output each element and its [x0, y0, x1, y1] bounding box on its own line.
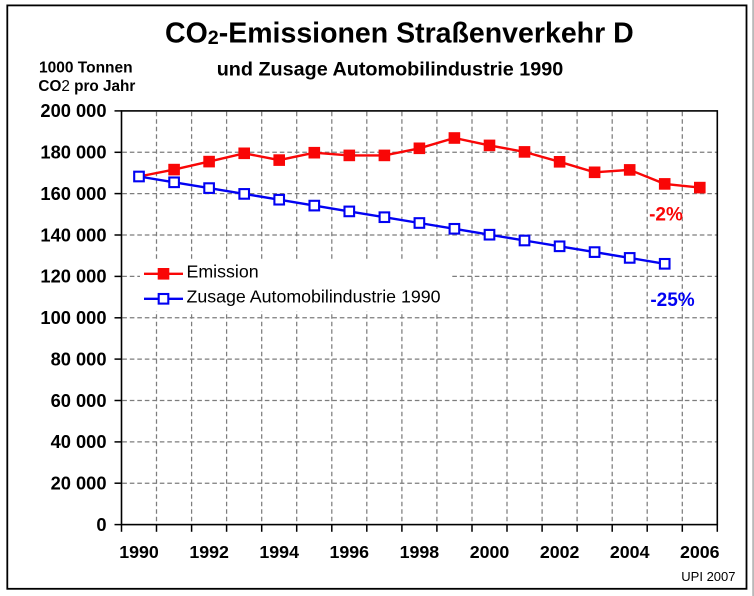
svg-text:1990: 1990: [119, 542, 159, 562]
svg-text:1000 Tonnen: 1000 Tonnen: [39, 60, 133, 77]
svg-text:-25%: -25%: [650, 290, 694, 311]
svg-text:2000: 2000: [470, 542, 510, 562]
svg-text:160 000: 160 000: [40, 183, 106, 204]
svg-text:Emission: Emission: [187, 262, 259, 282]
svg-text:120 000: 120 000: [40, 266, 106, 287]
svg-text:CO2-Emissionen Straßenverkehr: CO2-Emissionen Straßenverkehr D: [165, 17, 634, 49]
svg-text:1994: 1994: [259, 542, 299, 562]
svg-text:2004: 2004: [610, 542, 650, 562]
svg-text:1998: 1998: [400, 542, 440, 562]
svg-text:20 000: 20 000: [51, 473, 107, 494]
svg-text:2002: 2002: [540, 542, 580, 562]
svg-text:0: 0: [96, 514, 106, 535]
svg-text:60 000: 60 000: [51, 390, 107, 411]
svg-text:CO2 pro Jahr: CO2 pro Jahr: [38, 78, 135, 95]
svg-text:80 000: 80 000: [51, 348, 107, 369]
svg-text:100 000: 100 000: [40, 307, 106, 328]
svg-text:200 000: 200 000: [40, 100, 106, 121]
svg-text:2006: 2006: [680, 542, 720, 562]
svg-text:1992: 1992: [189, 542, 229, 562]
svg-text:140 000: 140 000: [40, 224, 106, 245]
svg-text:-2%: -2%: [649, 204, 683, 225]
svg-text:UPI 2007: UPI 2007: [681, 569, 735, 584]
svg-text:180 000: 180 000: [40, 142, 106, 163]
svg-text:und Zusage Automobilindustrie: und Zusage Automobilindustrie 1990: [217, 59, 564, 81]
svg-text:40 000: 40 000: [51, 431, 107, 452]
svg-text:Zusage Automobilindustrie 1990: Zusage Automobilindustrie 1990: [187, 287, 441, 307]
svg-text:1996: 1996: [330, 542, 370, 562]
